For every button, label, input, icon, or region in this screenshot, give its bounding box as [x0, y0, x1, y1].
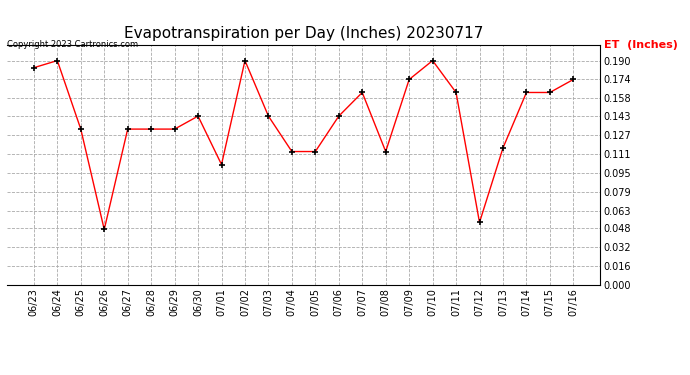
Text: ET  (Inches): ET (Inches) [604, 40, 678, 50]
Title: Evapotranspiration per Day (Inches) 20230717: Evapotranspiration per Day (Inches) 2023… [124, 26, 483, 41]
Text: Copyright 2023 Cartronics.com: Copyright 2023 Cartronics.com [7, 40, 138, 49]
